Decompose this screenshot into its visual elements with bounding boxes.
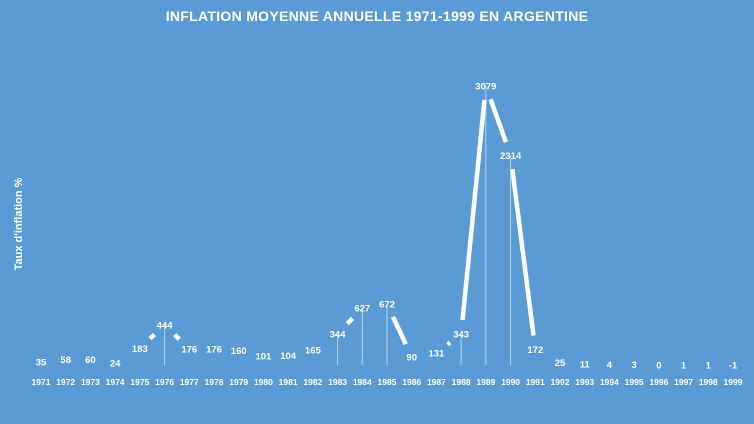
- x-tick-1988: 1988: [452, 377, 471, 387]
- data-label-1994: 4: [607, 360, 613, 371]
- x-tick-1971: 1971: [32, 377, 51, 387]
- data-label-1996: 0: [656, 361, 661, 372]
- line-segment-1987-1988: [446, 340, 452, 347]
- data-label-1999: -1: [729, 361, 738, 372]
- chart-title: INFLATION MOYENNE ANNUELLE 1971-1999 EN …: [166, 8, 589, 24]
- x-tick-1987: 1987: [427, 377, 446, 387]
- line-segment-1976-1977: [172, 332, 181, 341]
- x-tick-1994: 1994: [600, 377, 619, 387]
- x-tick-1984: 1984: [353, 377, 372, 387]
- data-label-1975: 183: [132, 344, 148, 355]
- data-label-1980: 101: [255, 351, 272, 362]
- data-label-1991: 172: [527, 345, 543, 356]
- y-axis-label: Taux d'inflation %: [13, 177, 25, 270]
- data-label-1973: 60: [85, 355, 96, 366]
- x-tick-1990: 1990: [501, 377, 520, 387]
- x-tick-1977: 1977: [180, 377, 199, 387]
- x-tick-1978: 1978: [205, 377, 224, 387]
- x-tick-1973: 1973: [81, 377, 100, 387]
- data-label-1989: 3079: [475, 82, 496, 93]
- x-tick-1975: 1975: [130, 377, 149, 387]
- x-tick-1995: 1995: [625, 377, 644, 387]
- x-tick-1985: 1985: [378, 377, 397, 387]
- line-segment-1989-1990: [488, 98, 508, 143]
- data-label-1978: 176: [206, 345, 222, 356]
- data-label-1982: 165: [305, 346, 322, 357]
- x-tick-1997: 1997: [674, 377, 693, 387]
- data-label-1993: 11: [580, 360, 591, 371]
- data-label-1974: 24: [110, 358, 121, 369]
- data-label-1995: 3: [631, 360, 636, 371]
- x-tick-1982: 1982: [303, 377, 322, 387]
- line-segment-1983-1984: [345, 316, 355, 326]
- series-lines: [148, 86, 536, 365]
- x-tick-1972: 1972: [56, 377, 75, 387]
- data-label-1981: 104: [280, 351, 297, 362]
- data-label-1985: 672: [379, 300, 395, 311]
- data-label-1971: 35: [36, 357, 47, 368]
- x-tick-1981: 1981: [279, 377, 298, 387]
- x-tick-1974: 1974: [106, 377, 125, 387]
- data-label-1984: 627: [354, 304, 370, 315]
- data-label-1990: 2314: [500, 151, 522, 162]
- x-tick-1991: 1991: [526, 377, 545, 387]
- data-label-1997: 1: [681, 360, 687, 371]
- line-segment-1985-1986: [390, 315, 408, 346]
- x-tick-1979: 1979: [229, 377, 248, 387]
- line-segment-1988-1989: [460, 99, 487, 321]
- x-tick-1983: 1983: [328, 377, 347, 387]
- line-segment-1990-1991: [510, 168, 536, 336]
- x-tick-1986: 1986: [402, 377, 421, 387]
- x-tick-1993: 1993: [575, 377, 594, 387]
- data-label-1987: 131: [428, 349, 445, 360]
- x-tick-1992: 1992: [551, 377, 570, 387]
- x-tick-1980: 1980: [254, 377, 273, 387]
- data-label-1992: 25: [555, 358, 566, 369]
- x-tick-1996: 1996: [649, 377, 668, 387]
- data-label-1986: 90: [406, 352, 417, 363]
- x-tick-1989: 1989: [476, 377, 495, 387]
- data-label-1998: 1: [706, 360, 712, 371]
- data-label-1977: 176: [181, 345, 197, 356]
- data-label-1976: 444: [157, 320, 174, 331]
- data-label-1972: 58: [60, 355, 71, 366]
- data-label-1988: 343: [453, 329, 469, 340]
- data-label-1979: 160: [231, 346, 247, 357]
- line-segment-1975-1976: [148, 332, 157, 341]
- data-label-1983: 344: [330, 329, 347, 340]
- x-tick-1999: 1999: [724, 377, 743, 387]
- x-tick-1976: 1976: [155, 377, 174, 387]
- x-tick-1998: 1998: [699, 377, 718, 387]
- x-tick-labels: 1971 1972 1973 1974 1975 1976 1977 1978 1979 1980…: [32, 377, 743, 387]
